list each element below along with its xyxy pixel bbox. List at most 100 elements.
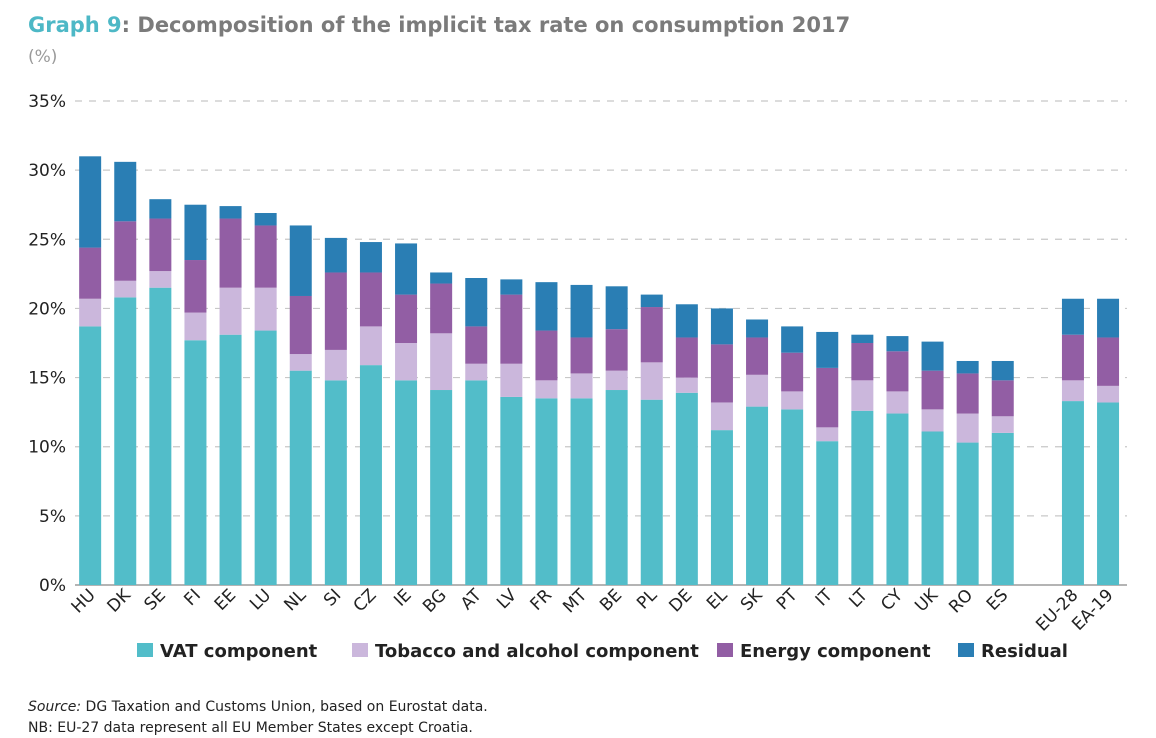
bar-tobacco-IT [816,427,839,442]
x-tick-label: LV [493,585,521,613]
x-tick-label: FI [180,585,205,610]
bar-tobacco-DK [114,280,137,298]
bar-tobacco-UK [921,409,944,432]
bar-energy-HU [79,247,102,299]
bar-tobacco-LU [254,287,277,331]
bar-residual-LV [500,279,523,295]
bar-vat-DK [114,297,137,585]
bar-tobacco-FI [184,312,207,341]
x-tick-label: CZ [350,585,381,616]
x-tick-label: SK [737,585,767,615]
bar-vat-EU-28 [1061,401,1084,585]
legend-label-residual: Residual [981,641,1068,662]
bar-tobacco-EL [710,402,733,431]
bar-energy-FR [535,330,558,381]
bar-vat-BG [430,390,453,585]
x-tick-label: DK [103,585,135,617]
source-label: Source: [28,699,81,715]
y-tick-label: 20% [28,299,66,319]
bar-energy-SK [746,337,769,375]
bar-vat-CY [886,413,909,585]
bar-vat-HU [79,326,102,585]
x-axis-ticks: HU DK SE FI EE LU NL SI CZ IE BG AT LV FR MT BE PL DE EL SK… [68,585,1118,636]
bar-tobacco-SK [746,374,769,407]
bar-tobacco-EA-19 [1097,385,1120,403]
bar-residual-IE [395,243,418,295]
bar-vat-EL [710,430,733,585]
bar-energy-BE [605,329,628,371]
bar-tobacco-CZ [359,326,382,366]
bar-energy-NL [289,295,312,355]
bar-vat-SE [149,287,172,585]
x-tick-label: EE [211,585,240,614]
bar-energy-LV [500,294,523,364]
y-tick-label: 10% [28,438,66,458]
bar-vat-DE [675,392,698,585]
bar-energy-LU [254,225,277,288]
bar-energy-SE [149,218,172,272]
bar-residual-DK [114,161,137,222]
bar-energy-RO [956,373,979,414]
bar-residual-UK [921,341,944,371]
bar-vat-PT [781,409,804,585]
legend-swatch-tobacco [352,643,368,657]
bar-energy-AT [465,326,488,364]
bar-residual-MT [570,284,593,338]
y-tick-label: 35% [28,92,66,112]
x-tick-label: EL [703,585,732,614]
bar-tobacco-ES [991,416,1014,433]
nb-note: NB: EU-27 data represent all EU Member S… [28,720,473,736]
bar-vat-IE [395,380,418,585]
bar-energy-CY [886,351,909,392]
bar-vat-FI [184,340,207,585]
legend-swatch-energy [717,643,733,657]
bar-tobacco-DE [675,377,698,393]
bar-vat-FR [535,398,558,585]
bar-tobacco-AT [465,363,488,381]
bar-tobacco-EU-28 [1061,380,1084,402]
bar-residual-BG [430,272,453,284]
bar-residual-FR [535,282,558,331]
bar-vat-LV [500,396,523,585]
bar-energy-IE [395,294,418,343]
bar-vat-RO [956,442,979,585]
legend-label-vat: VAT component [160,641,318,662]
legend-label-tobacco: Tobacco and alcohol component [375,641,699,662]
bar-vat-MT [570,398,593,585]
bar-vat-SI [324,380,347,585]
bar-residual-ES [991,360,1014,381]
bar-residual-EL [710,308,733,345]
bar-energy-SI [324,272,347,350]
x-tick-label: HU [68,585,100,617]
source-note: Source: DG Taxation and Customs Union, b… [28,699,488,715]
bar-residual-EU-28 [1061,298,1084,335]
bar-tobacco-CY [886,391,909,414]
x-tick-label: CY [877,585,907,615]
bar-residual-SE [149,199,172,219]
bar-vat-IT [816,441,839,585]
bar-tobacco-EE [219,287,242,335]
x-tick-label: DE [665,585,696,616]
title-text: : Decomposition of the implicit tax rate… [122,13,851,37]
unit-label: (%) [28,47,57,67]
y-tick-label: 30% [28,161,66,181]
bar-tobacco-BE [605,370,628,391]
bar-vat-CZ [359,365,382,585]
y-axis-ticks: 0% 5% 10% 15% 20% 25% 30% 35% [28,92,66,596]
x-tick-label: PL [633,585,661,613]
x-tick-label: BG [419,585,450,616]
legend: VAT component Tobacco and alcohol compone… [137,641,1068,662]
legend-label-energy: Energy component [740,641,931,662]
bar-residual-SI [324,237,347,273]
bar-residual-RO [956,360,979,374]
x-tick-label: RO [945,585,977,617]
bar-vat-PL [640,399,663,585]
x-tick-label: AT [457,585,486,614]
source-text: DG Taxation and Customs Union, based on … [81,699,488,715]
gridlines [75,100,1127,586]
x-tick-label: IT [812,585,837,610]
x-tick-label: MT [559,585,591,617]
bar-residual-AT [465,278,488,327]
bar-vat-LU [254,330,277,585]
